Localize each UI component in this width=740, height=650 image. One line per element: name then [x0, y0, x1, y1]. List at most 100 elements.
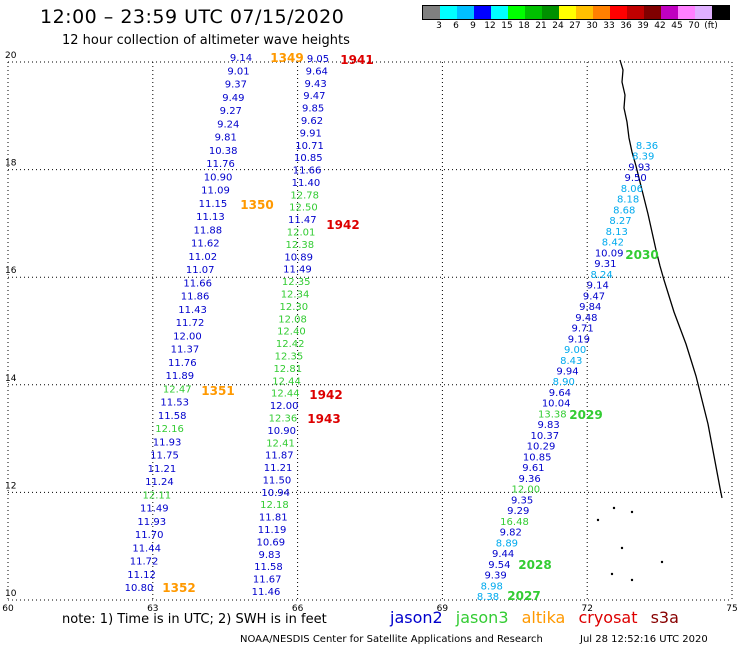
wave-height-value: 11.87	[265, 451, 294, 462]
scale-swatch	[695, 6, 712, 19]
wave-height-value: 9.14	[587, 281, 609, 292]
wave-height-value: 10.85	[294, 153, 323, 164]
pass-time-labels: 1349 1941 1350 1942 1351 1942 1943 1352 2030 2029…	[162, 51, 658, 603]
wave-height-value: 11.02	[188, 252, 217, 263]
pass-time-label: 1941	[340, 53, 373, 67]
wave-height-value: 9.44	[492, 549, 514, 560]
scale-label: 15	[501, 21, 513, 31]
lat-tick-label: 12	[5, 481, 16, 491]
pass-time-label: 1351	[201, 384, 234, 398]
wave-height-value: 12.00	[270, 401, 299, 412]
wave-height-value: 11.44	[132, 543, 161, 554]
wave-height-value: 12.40	[277, 327, 306, 338]
credit-line: NOAA/NESDIS Center for Satellite Applica…	[240, 634, 543, 645]
sat-s3a-label: s3a	[650, 608, 679, 627]
lat-tick-label: 18	[5, 159, 17, 169]
lon-tick-label: 66	[292, 604, 304, 614]
wave-height-value: 9.62	[301, 116, 323, 127]
wave-height-value: 11.72	[130, 557, 159, 568]
wave-height-value: 9.50	[625, 173, 647, 184]
wave-height-value: 8.36	[636, 141, 658, 152]
wave-height-value: 11.40	[292, 178, 321, 189]
lat-tick-label: 14	[5, 374, 17, 384]
scale-swatch	[712, 6, 729, 19]
wave-height-value: 8.27	[609, 216, 631, 227]
wave-height-value: 11.07	[186, 265, 215, 276]
pass-time-label: 1943	[307, 412, 340, 426]
scale-label: 39	[637, 21, 649, 31]
axis-labels: 20 18 16 14 12 10 60 63 66 69 72 75	[2, 51, 737, 614]
lon-tick-label: 75	[726, 604, 737, 614]
scale-swatch	[610, 6, 627, 19]
generated-timestamp: Jul 28 12:52:16 UTC 2020	[580, 634, 708, 645]
wave-height-value: 12.81	[273, 364, 302, 375]
wave-height-value: 9.64	[306, 66, 328, 77]
altimeter-tracks: 9.14 9.01 9.37 9.49 9.27 9.24 9.81 10.38 11.76 10…	[125, 53, 658, 603]
wave-height-value: 9.94	[556, 367, 578, 378]
wave-height-value: 12.16	[155, 424, 184, 435]
pass-time-label: 1350	[240, 198, 273, 212]
scale-label: 3	[436, 21, 442, 31]
scale-swatch	[593, 6, 610, 19]
wave-height-value: 12.08	[278, 314, 307, 325]
scale-swatch	[661, 6, 678, 19]
wave-height-value: 12.18	[260, 500, 289, 511]
color-scale-labels: 3 6 9 12 15 18 21 24 27 30 33 36 39 42 45 70 (ft)	[422, 20, 730, 34]
wave-height-value: 9.31	[594, 259, 616, 270]
scale-swatch	[474, 6, 491, 19]
wave-height-value: 10.90	[204, 172, 233, 183]
track-a: 9.14 9.01 9.37 9.49 9.27 9.24 9.81 10.38 11.76 10…	[125, 53, 252, 594]
sat-jason2-label: jason2	[390, 608, 443, 627]
scale-label: 6	[453, 21, 459, 31]
wave-height-value: 11.70	[135, 530, 164, 541]
wave-height-value: 9.43	[304, 79, 326, 90]
wave-height-value: 9.05	[307, 54, 329, 65]
wave-height-value: 9.39	[484, 571, 506, 582]
scale-label: 12	[484, 21, 496, 31]
wave-height-value: 11.37	[171, 345, 200, 356]
wave-height-value: 11.58	[254, 562, 283, 573]
wave-height-value: 11.12	[127, 570, 156, 581]
wave-height-value: 9.24	[217, 119, 239, 130]
sat-cryosat-label: cryosat	[578, 608, 638, 627]
wave-height-value: 8.39	[632, 152, 654, 163]
scale-label: 45	[671, 21, 683, 31]
wave-height-value: 8.38	[477, 592, 499, 603]
lat-tick-label: 10	[5, 589, 17, 599]
wave-height-value: 9.37	[225, 80, 247, 91]
island-dot	[630, 578, 634, 582]
wave-height-value: 12.44	[271, 389, 300, 400]
wave-height-value: 11.09	[201, 186, 230, 197]
wave-height-value: 10.09	[595, 248, 624, 259]
wave-height-value: 12.30	[279, 302, 308, 313]
pass-time-label: 1352	[162, 581, 195, 595]
pass-time-label: 2027	[507, 589, 540, 603]
wave-height-value: 11.21	[148, 464, 177, 475]
wave-height-value: 9.47	[583, 291, 605, 302]
wave-height-value: 10.85	[523, 452, 552, 463]
wave-height-value: 8.89	[496, 538, 518, 549]
wave-height-value: 9.14	[230, 53, 252, 64]
scale-swatch	[423, 6, 440, 19]
pass-time-label: 2028	[518, 558, 551, 572]
wave-height-value: 9.19	[568, 334, 590, 345]
wave-height-value: 10.71	[295, 141, 324, 152]
scale-swatch	[678, 6, 695, 19]
wave-height-value: 8.24	[590, 270, 612, 281]
scale-label: 30	[586, 21, 598, 31]
wave-height-value: 9.83	[537, 420, 559, 431]
lat-tick-label: 16	[5, 266, 17, 276]
lon-tick-label: 63	[147, 604, 158, 614]
scale-swatch	[559, 6, 576, 19]
island-dot	[612, 506, 616, 510]
wave-height-value: 8.90	[553, 377, 575, 388]
scale-label: 42	[654, 21, 666, 31]
wave-height-value: 16.48	[500, 517, 529, 528]
wave-height-value: 9.48	[575, 313, 597, 324]
wave-height-value: 9.29	[507, 506, 529, 517]
wave-height-value: 11.66	[293, 166, 322, 177]
wave-height-value: 11.81	[259, 513, 288, 524]
wave-height-value: 10.04	[542, 399, 571, 410]
island-dot	[630, 510, 634, 514]
